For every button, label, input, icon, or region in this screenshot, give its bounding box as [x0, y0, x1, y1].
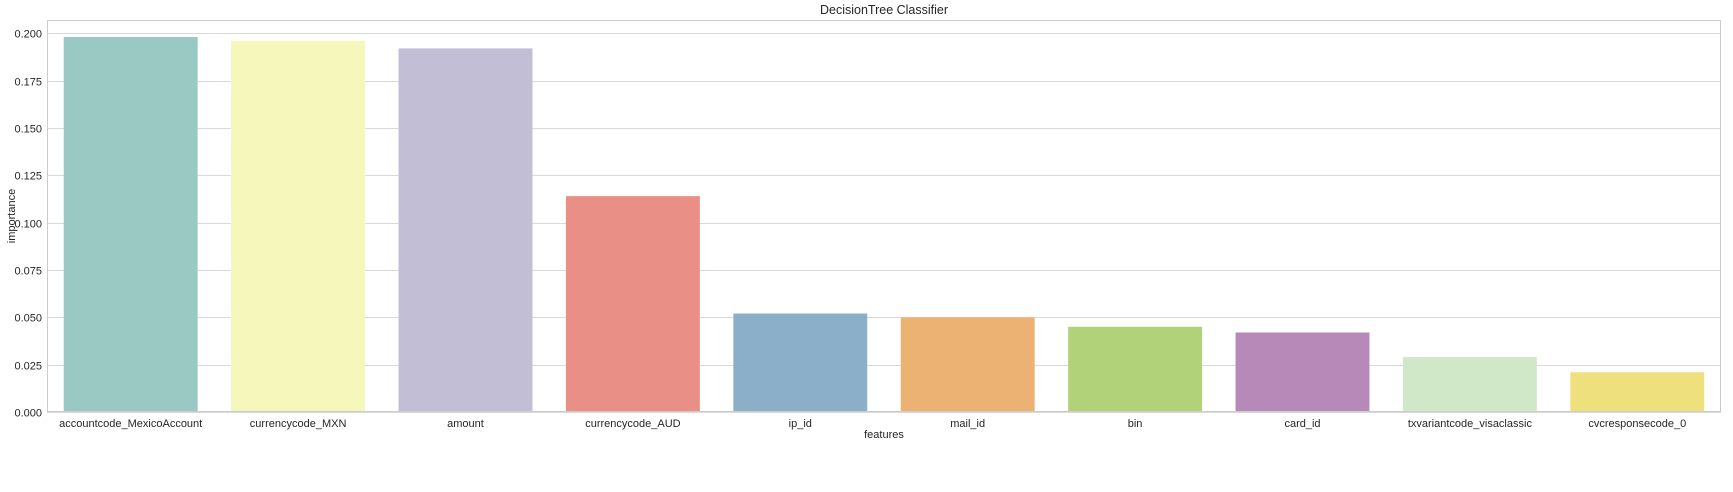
- x-tick-label: currencycode_AUD: [585, 418, 680, 430]
- x-tick-label: cvcresponsecode_0: [1588, 418, 1686, 430]
- bar-cvcresponsecode-0: [1570, 372, 1705, 412]
- x-tick-label: mail_id: [950, 418, 985, 430]
- bar-bin: [1068, 326, 1203, 412]
- y-tick-label: 0.100: [14, 219, 42, 231]
- bar-txvariantcode-visaclassic: [1402, 357, 1537, 412]
- x-tick-label: amount: [447, 418, 484, 430]
- bar-ip-id: [733, 313, 868, 412]
- y-tick-label: 0.075: [14, 266, 42, 278]
- x-tick-labels: accountcode_MexicoAccount currencycode_MX…: [59, 418, 1686, 430]
- y-tick-label: 0.200: [14, 29, 42, 41]
- bar-card-id: [1235, 332, 1370, 412]
- x-tick-label: currencycode_MXN: [250, 418, 347, 430]
- plot-frame: [47, 20, 1721, 412]
- y-tick-label: 0.050: [14, 313, 42, 325]
- x-tick-label: card_id: [1284, 418, 1320, 430]
- y-tick-label: 0.025: [14, 361, 42, 373]
- y-tick-label: 0.000: [14, 408, 42, 420]
- y-axis-label: importance: [6, 189, 18, 243]
- x-tick-label: accountcode_MexicoAccount: [59, 418, 202, 430]
- x-axis-label: features: [864, 429, 904, 441]
- x-tick-label: txvariantcode_visaclassic: [1408, 418, 1533, 430]
- x-tick-label: bin: [1128, 418, 1143, 430]
- y-tick-label: 0.150: [14, 124, 42, 136]
- bars: [63, 37, 1705, 413]
- bar-amount: [398, 48, 533, 413]
- x-tick-label: ip_id: [789, 418, 812, 430]
- bar-currencycode-aud: [565, 196, 700, 412]
- y-tick-labels: 0.000 0.025 0.050 0.075 0.100 0.125 0.150 0.175…: [14, 29, 42, 420]
- y-tick-label: 0.175: [14, 77, 42, 89]
- bar-mail-id: [900, 317, 1035, 412]
- y-tick-label: 0.125: [14, 171, 42, 183]
- chart-title: DecisionTree Classifier: [820, 3, 948, 17]
- bar-accountcode-mexicoaccount: [63, 37, 198, 412]
- bar-currencycode-mxn: [231, 40, 366, 412]
